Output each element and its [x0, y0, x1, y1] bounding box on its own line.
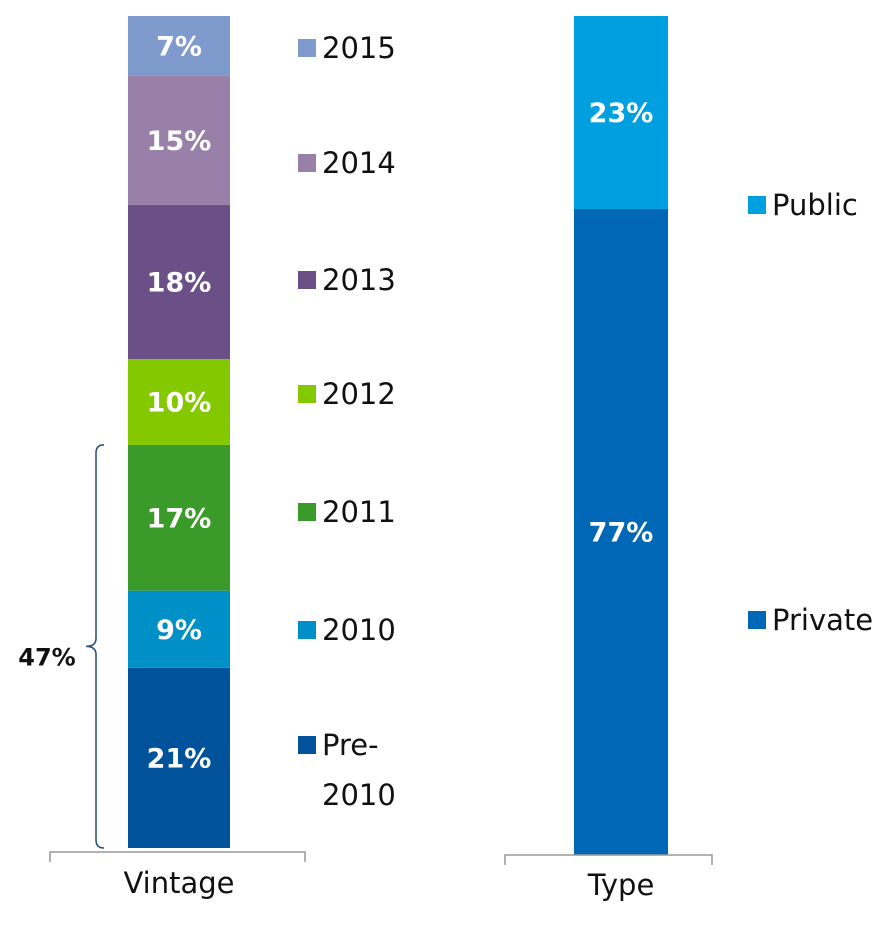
legend-label: Private — [772, 603, 874, 637]
legend-swatch — [298, 621, 316, 639]
legend-swatch — [298, 503, 316, 521]
annotation: 47% — [18, 643, 75, 671]
legend-label: 2014 — [322, 146, 396, 180]
data-label: 18% — [147, 267, 212, 298]
legend-label: 2013 — [322, 263, 396, 297]
bar-segment — [574, 16, 668, 209]
legend-label: Public — [772, 188, 858, 222]
data-label: 77% — [589, 517, 654, 548]
x-tick-label: Type — [587, 868, 655, 902]
bar-segment — [128, 444, 230, 591]
legend-swatch — [298, 736, 316, 754]
axis-line — [504, 854, 713, 865]
bar-segment — [128, 204, 230, 360]
legend-swatch — [298, 271, 316, 289]
legend-swatch — [748, 611, 766, 629]
legend-label: 2015 — [322, 31, 396, 65]
legend-label: 2011 — [322, 495, 396, 529]
bar-segment — [128, 16, 230, 77]
legend-swatch — [298, 39, 316, 57]
bar-segment — [128, 667, 230, 848]
bar-segment — [128, 359, 230, 445]
data-label: 21% — [147, 743, 212, 774]
bar-segment — [128, 590, 230, 668]
data-label: 15% — [147, 126, 212, 157]
bar-segment — [128, 76, 230, 205]
data-label: 23% — [589, 98, 654, 129]
legend-label: 2010 — [322, 613, 396, 647]
data-label: 7% — [156, 32, 202, 63]
legend-label: Pre-2010 — [322, 728, 396, 812]
x-tick-label: Vintage — [123, 866, 234, 900]
data-label: 17% — [147, 503, 212, 534]
axis-line — [49, 851, 306, 862]
legend-swatch — [298, 385, 316, 403]
data-label: 10% — [147, 387, 212, 418]
legend-swatch — [298, 154, 316, 172]
bracket — [85, 444, 105, 849]
bar-segment — [574, 208, 668, 856]
data-label: 9% — [156, 615, 202, 646]
legend-label: 2012 — [322, 377, 396, 411]
legend-swatch — [748, 196, 766, 214]
